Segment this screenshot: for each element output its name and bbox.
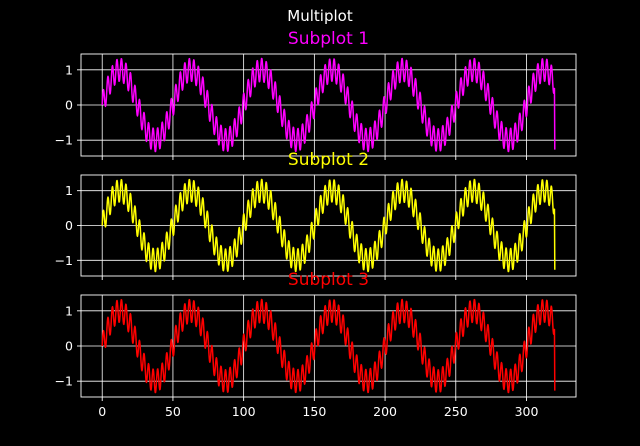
- y-tick-label: 1: [65, 303, 73, 318]
- x-tick-label: 300: [515, 404, 539, 419]
- y-tick-label: −1: [55, 374, 73, 389]
- y-tick-label: 1: [65, 183, 73, 198]
- y-tick-label: 0: [65, 98, 73, 113]
- x-tick-label: 100: [232, 404, 256, 419]
- y-tick-label: 1: [65, 62, 73, 77]
- figure-title: Multiplot: [287, 7, 353, 25]
- series-line-1: [101, 57, 556, 153]
- series-line-2: [101, 178, 556, 273]
- series-line-3: [101, 298, 556, 394]
- subplot-title-1: Subplot 1: [288, 29, 369, 49]
- x-tick-label: 0: [98, 404, 106, 419]
- x-tick-label: 50: [165, 404, 181, 419]
- subplots: −1 0 1 Subplot 1 −1 0 1 Subplot 2 −1 0 1 0 50 100 150 2…: [55, 29, 577, 419]
- subplot-1: −1 0 1 Subplot 1: [55, 29, 577, 160]
- subplot-2: −1 0 1 Subplot 2: [55, 150, 577, 280]
- subplot-3: −1 0 1 0 50 100 150 200 250 300 Subplot 3: [55, 270, 577, 419]
- subplot-title-2: Subplot 2: [288, 150, 369, 170]
- y-tick-label: −1: [55, 133, 73, 148]
- y-tick-label: −1: [55, 253, 73, 268]
- x-tick-label: 150: [302, 404, 326, 419]
- y-tick-label: 0: [65, 339, 73, 354]
- x-tick-label: 200: [373, 404, 397, 419]
- x-tick-label: 250: [444, 404, 468, 419]
- subplot-title-3: Subplot 3: [288, 270, 369, 290]
- y-tick-label: 0: [65, 218, 73, 233]
